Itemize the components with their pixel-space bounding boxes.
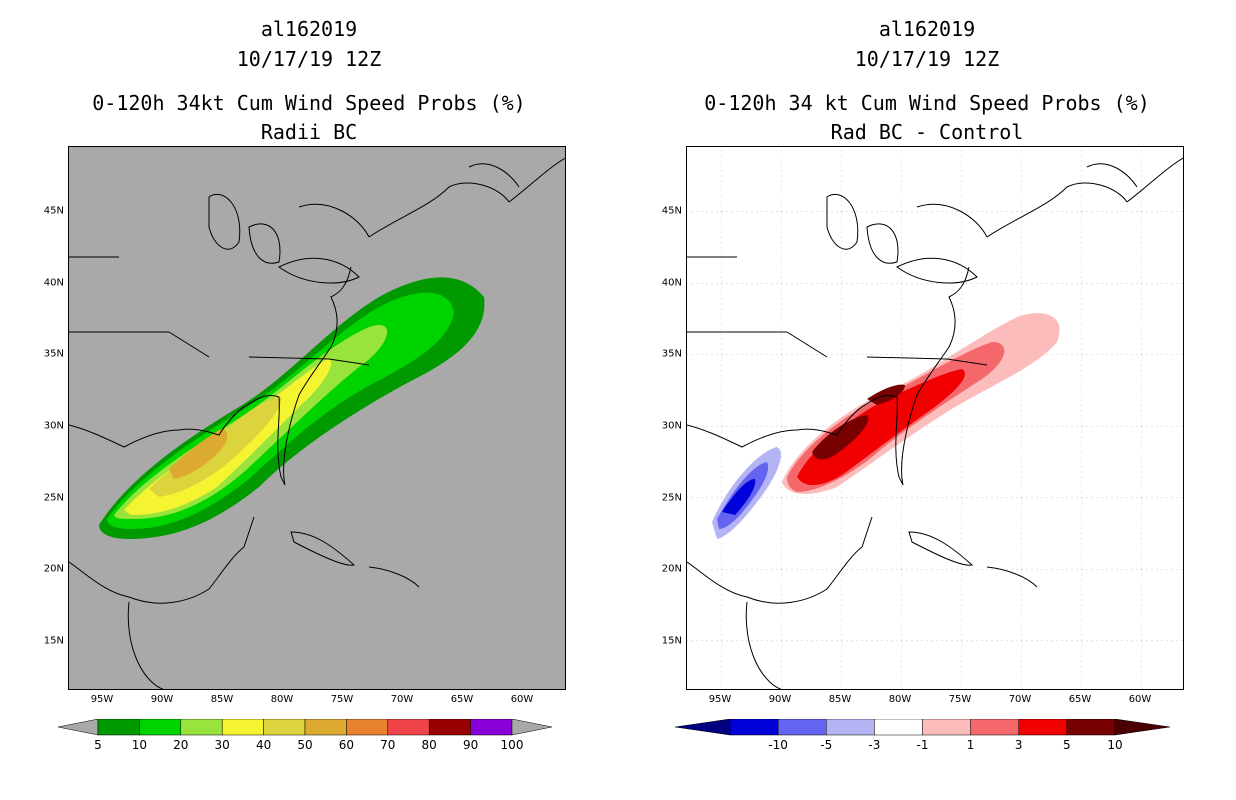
colorbar-box — [97, 719, 140, 736]
difference-map — [686, 146, 1184, 690]
lat-label: 25N — [661, 492, 682, 504]
lat-label: 15N — [43, 635, 64, 647]
colorbar-box — [304, 719, 347, 736]
lon-label: 70W — [1008, 694, 1032, 705]
colorbar-box — [346, 719, 389, 736]
lat-label: 40N — [43, 277, 64, 289]
map-canvas — [69, 157, 565, 689]
colorbar-box — [180, 719, 223, 736]
colorbar — [674, 719, 1171, 736]
colorbar-box — [826, 719, 875, 736]
colorbar-box — [221, 719, 264, 736]
lat-label: 20N — [43, 563, 64, 575]
colorbar-box — [428, 719, 471, 736]
colorbar-box — [263, 719, 306, 736]
colorbar-under-arrow — [57, 719, 99, 736]
colorbar-tick-label: 80 — [421, 738, 437, 752]
colorbar-tick-label: 30 — [214, 738, 230, 752]
lat-label: 30N — [661, 420, 682, 432]
chart-subtitle: Radii BC — [260, 120, 358, 144]
colorbar-tick-label: 3 — [1014, 738, 1023, 752]
lon-label: 85W — [210, 694, 234, 705]
lon-label: 85W — [828, 694, 852, 705]
colorbar-boxes — [729, 719, 1116, 736]
lat-label: 15N — [661, 635, 682, 647]
colorbar-box — [1018, 719, 1068, 736]
colorbar-tick-label: 10 — [131, 738, 148, 752]
colorbar-box — [970, 719, 1019, 736]
lat-label: 35N — [661, 348, 682, 360]
lon-label: 90W — [768, 694, 792, 705]
colorbar-box — [777, 719, 827, 736]
colorbar-tick-label: 90 — [462, 738, 479, 752]
colorbar-boxes — [97, 719, 513, 736]
colorbar-tick-label: 60 — [338, 738, 355, 752]
colorbar-box — [1066, 719, 1116, 736]
colorbar-tick-label: 100 — [500, 738, 524, 752]
lon-label: 80W — [270, 694, 294, 705]
lon-label: 60W — [510, 694, 534, 705]
lat-label: 45N — [43, 205, 64, 217]
lon-label: 70W — [390, 694, 414, 705]
colorbar — [57, 719, 553, 736]
lon-label: 90W — [150, 694, 174, 705]
lon-label: 80W — [888, 694, 912, 705]
left-panel: al162019 10/17/19 12Z 0-120h 34kt Cum Wi… — [43, 17, 566, 752]
storm-id: al162019 — [260, 17, 358, 41]
datetime: 10/17/19 12Z — [236, 47, 382, 71]
colorbar-box — [139, 719, 182, 736]
colorbar-box — [729, 719, 779, 736]
lat-label: 45N — [661, 205, 682, 217]
lon-label: 65W — [450, 694, 474, 705]
colorbar-box — [470, 719, 513, 736]
colorbar-tick-label: 20 — [173, 738, 189, 752]
colorbar-tick-label: 40 — [255, 738, 272, 752]
positive-difference — [782, 313, 1060, 494]
colorbar-tick-label: -10 — [768, 738, 788, 752]
lon-label: 75W — [330, 694, 354, 705]
lat-label: 20N — [661, 563, 682, 575]
probability-map — [68, 146, 566, 690]
colorbar-over-arrow — [1114, 719, 1171, 736]
colorbar-tick-label: 50 — [297, 738, 313, 752]
lon-label: 75W — [948, 694, 972, 705]
lon-label: 95W — [708, 694, 732, 705]
colorbar-under-arrow — [674, 719, 731, 736]
coastlines — [69, 157, 565, 689]
colorbar-tick-label: -5 — [820, 738, 833, 752]
storm-id: al162019 — [878, 17, 976, 41]
colorbar-box — [874, 719, 923, 736]
negative-difference — [712, 447, 781, 539]
colorbar-tick-label: 5 — [94, 738, 102, 752]
colorbar-box — [922, 719, 971, 736]
datetime: 10/17/19 12Z — [854, 47, 1000, 71]
lon-label: 60W — [1128, 694, 1152, 705]
lat-label: 25N — [43, 492, 64, 504]
chart-subtitle: Rad BC - Control — [830, 120, 1024, 144]
probability-swath — [99, 277, 485, 539]
right-panel: al162019 10/17/19 12Z 0-120h 34 kt Cum W… — [618, 0, 1236, 800]
colorbar-tick-label: -1 — [916, 738, 929, 752]
lat-label: 35N — [43, 348, 64, 360]
colorbar-tick-label: 70 — [380, 738, 396, 752]
lat-label: 30N — [43, 420, 64, 432]
colorbar-box — [387, 719, 430, 736]
lon-label: 65W — [1068, 694, 1092, 705]
colorbar-tick-label: 5 — [1063, 738, 1071, 752]
lat-label: 40N — [661, 277, 682, 289]
coastlines — [687, 157, 1183, 689]
chart-title: 0-120h 34kt Cum Wind Speed Probs (%) — [92, 91, 526, 115]
map-canvas — [687, 147, 1183, 689]
chart-title: 0-120h 34 kt Cum Wind Speed Probs (%) — [704, 91, 1150, 115]
lon-label: 95W — [90, 694, 114, 705]
band-50 — [169, 429, 228, 479]
colorbar-tick-label: 1 — [966, 738, 975, 752]
colorbar-tick-label: -3 — [868, 738, 881, 752]
colorbar-tick-label: 10 — [1107, 738, 1123, 752]
colorbar-over-arrow — [511, 719, 553, 736]
